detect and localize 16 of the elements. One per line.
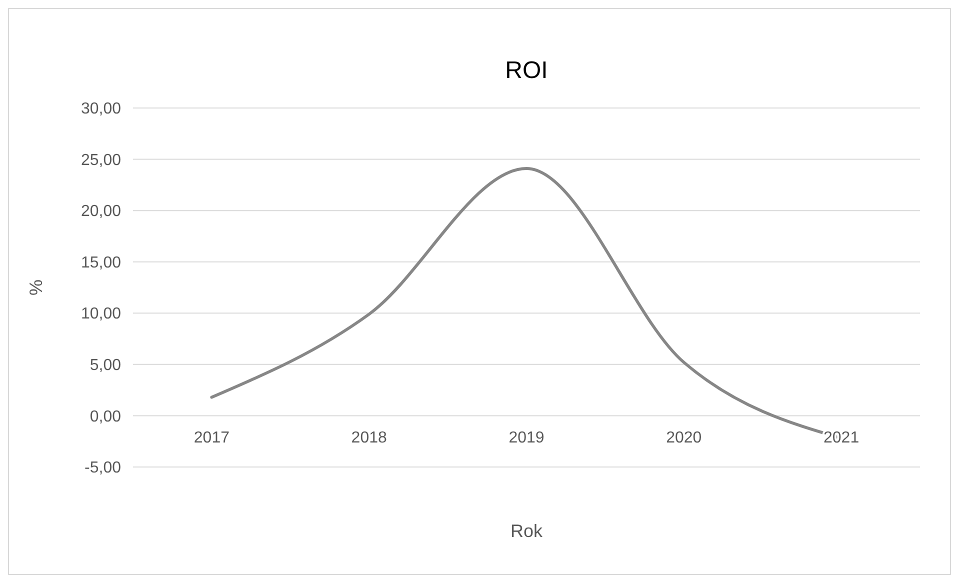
x-axis-title: Rok: [510, 521, 544, 541]
x-tick-label: 2021: [824, 430, 860, 447]
x-tick-label: 2017: [194, 430, 230, 447]
y-tick-label: 0,00: [90, 408, 122, 426]
x-tick-label: 2020: [666, 430, 702, 447]
y-tick-label: 15,00: [80, 254, 122, 272]
x-tick-label: 2018: [351, 430, 387, 447]
y-axis-title: %: [26, 279, 46, 296]
y-tick-label: 30,00: [80, 100, 122, 118]
y-tick-label: 5,00: [90, 357, 122, 374]
y-tick-label: 20,00: [80, 203, 122, 220]
x-tick-label: 2019: [508, 430, 544, 447]
chart-title: ROI: [505, 57, 548, 84]
y-tick-label: 10,00: [80, 306, 122, 323]
y-tick-label: -5,00: [84, 460, 122, 477]
y-tick-label: 25,00: [80, 152, 122, 169]
